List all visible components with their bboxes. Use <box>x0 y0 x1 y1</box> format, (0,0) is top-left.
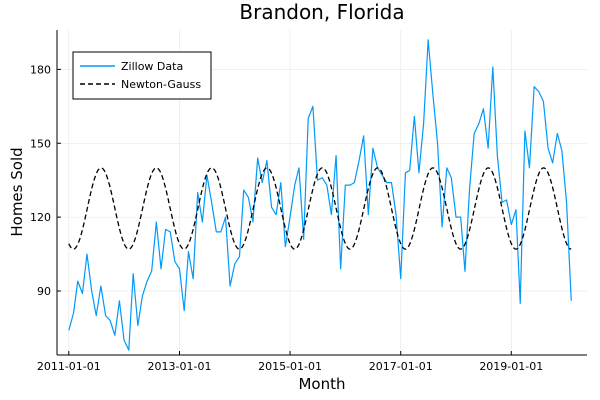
ticks: 2011-01-01 2013-01-01 2015-01-01 2017-01-01… <box>30 63 543 373</box>
x-tick-label: 2015-01-01 <box>258 360 322 373</box>
series-line-zillow-data <box>68 39 572 351</box>
y-tick-label: 150 <box>30 137 51 150</box>
axes <box>56 30 587 356</box>
x-axis-title: Month <box>298 375 345 393</box>
legend-label-newton-gauss: Newton-Gauss <box>121 78 201 91</box>
chart-title: Brandon, Florida <box>239 0 404 24</box>
x-tick-label: 2019-01-01 <box>479 360 543 373</box>
x-tick-label: 2017-01-01 <box>369 360 433 373</box>
legend-label-zillow-data: Zillow Data <box>121 60 183 73</box>
y-tick-label: 180 <box>30 63 51 76</box>
series <box>68 39 572 351</box>
series-line-newton-gauss <box>68 167 572 250</box>
x-tick-label: 2011-01-01 <box>37 360 101 373</box>
y-tick-label: 120 <box>30 211 51 224</box>
legend-box <box>72 51 212 100</box>
y-axis-title: Homes Sold <box>8 147 26 236</box>
y-tick-label: 90 <box>37 285 51 298</box>
legend: Zillow Data Newton-Gauss <box>72 51 212 100</box>
x-tick-label: 2013-01-01 <box>148 360 212 373</box>
